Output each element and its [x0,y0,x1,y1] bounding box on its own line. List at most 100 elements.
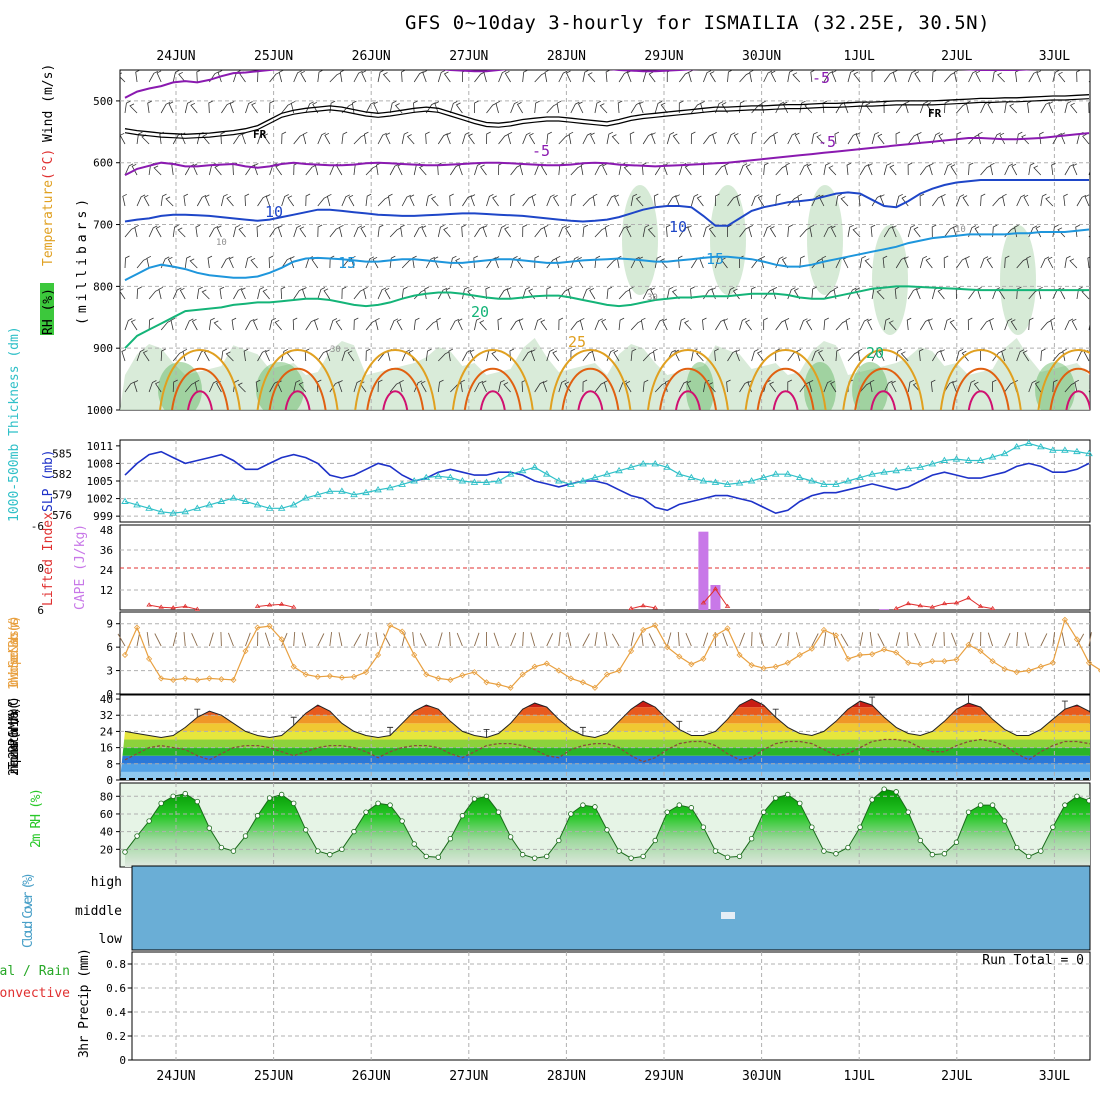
wind-barb [647,227,656,238]
wind-barb [642,379,649,393]
wind-barb [1057,71,1066,83]
wind-barb [806,163,813,176]
wind-barb [956,131,962,145]
wind-barb [660,102,668,114]
lifted-index-marker [953,600,960,605]
wind-barb [124,255,130,269]
wind-barb [696,195,704,207]
wind-barb [686,380,692,393]
rh2m-ticks: 80 60 40 20 [100,790,120,856]
wind10m-marker [495,681,502,688]
thickness-marker [133,501,141,508]
wind10m-barb [895,632,901,647]
thickness-marker [711,478,720,485]
bottom-date-axis: 24JUN 25JUN 26JUN 27JUN 28JUN 29JUN 30JUN 1JUL 2… [156,1069,1070,1084]
wind-barb [724,163,729,176]
wind-barb [895,348,903,362]
wind10m-barb [510,632,517,647]
wind-barb [642,224,650,238]
rh2m-marker [977,802,984,808]
isotherm-35 [479,390,506,410]
wind-barb [953,225,958,238]
thickness-marker [350,490,358,498]
wind-barb [1001,349,1006,362]
wind-barb [437,133,448,145]
wind10m-frame [119,611,1091,695]
wind-barb [628,286,634,300]
wind10m-marker [121,651,129,659]
wind10m-marker [266,622,273,630]
wind10m-marker [182,675,189,682]
thickness-marker [808,477,816,484]
wind10m-marker [290,663,297,670]
wind-barb [606,194,616,207]
wind10m-marker [411,651,418,659]
wind-barb [1052,70,1060,83]
wind-barb [148,380,157,393]
wind-barb [146,255,152,269]
thickness-marker [687,473,696,481]
wind-barb [305,101,314,114]
thickness-marker [494,477,503,484]
wind-barb [944,317,952,331]
cape-panel: 48 36 24 12 -6 0 6 Lifted Index CAPE (J/kg) [31,512,1091,617]
cape-bars [698,531,890,610]
wind10m-barb [906,632,909,647]
wind-barb [594,100,602,114]
wind-barb [329,226,341,238]
thickness-marker [277,504,286,511]
wind10m-marker [652,622,659,629]
wind-barb [739,318,747,331]
wind-barb [365,193,372,207]
thickness-marker [362,488,370,496]
wind-barb [828,165,837,176]
bottom-date-label: 2JUL [941,1069,972,1084]
wind-barb [944,163,952,176]
wind-barb [618,289,631,300]
wind-barb [552,350,560,362]
wind-barb [654,318,664,331]
wind-barb [727,350,737,362]
ylabel-lifted: Lifted Index [41,512,56,606]
wind-barb [594,255,601,269]
wind-barb [751,286,756,299]
wind-barb [930,379,936,393]
wind10m-marker [387,622,394,629]
wind-barb [714,348,719,362]
isotherm-35 [284,390,311,410]
wind-barb [1071,318,1078,331]
wind-barb [1087,256,1090,269]
wind-barb [796,349,802,362]
ylabel-rh2m: 2m RH (%) [29,788,44,848]
wind-barb [389,163,399,176]
tick-label: 1005 [87,475,114,488]
lifted-index-marker [965,595,972,600]
wind10m-barb [456,632,463,647]
tick-label: 6 [106,641,113,654]
rh2m-marker [881,786,887,792]
tick-label: 1002 [87,493,114,506]
wind-barb [257,132,265,145]
wind-barb [196,194,207,207]
wind-barb [630,193,638,207]
wind-barb [238,226,246,238]
isotherm-30 [268,367,327,410]
wind-barb [847,287,857,300]
wind-barb [449,255,457,269]
rh2m-marker [1050,824,1056,830]
thickness-marker [434,472,443,479]
wind10m-barb [146,632,150,647]
wind10m-marker [471,669,478,676]
lifted-index-marker [989,605,996,610]
wind-barb [733,133,740,145]
wind-barb [558,70,568,83]
wind-barb [281,194,289,207]
wind-barb [604,224,610,238]
wind-barb [1052,351,1064,362]
thickness-marker [265,504,274,511]
wind-barb [760,256,766,269]
thickness-marker [1085,449,1093,457]
wind-barb [479,164,487,176]
wind10m-barb [666,632,672,647]
wind-barb [931,224,937,238]
